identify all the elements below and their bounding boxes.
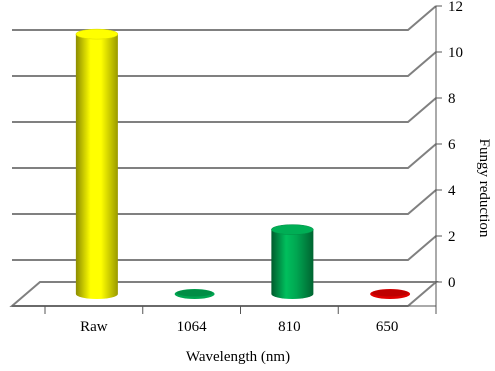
x-tick-label: 1064 bbox=[177, 319, 208, 335]
y-tick-label: 8 bbox=[448, 91, 456, 107]
bar-1064 bbox=[175, 289, 215, 299]
x-tick-labels: Raw 1064 810 650 bbox=[80, 319, 398, 335]
x-tick-label: 650 bbox=[376, 319, 399, 335]
bar-body bbox=[76, 34, 118, 299]
gridlines bbox=[12, 6, 436, 260]
bar-disc-top bbox=[372, 290, 408, 297]
gridline bbox=[12, 52, 436, 76]
bar-top bbox=[76, 29, 118, 39]
x-tick-label: Raw bbox=[80, 319, 108, 335]
y-tick-label: 4 bbox=[448, 183, 456, 199]
gridline bbox=[12, 144, 436, 168]
bars bbox=[76, 29, 410, 299]
gridline bbox=[12, 190, 436, 214]
gridline bbox=[12, 6, 436, 30]
gridline bbox=[12, 98, 436, 122]
bar-810 bbox=[271, 225, 313, 299]
bar-body bbox=[271, 230, 313, 299]
gridline bbox=[12, 236, 436, 260]
x-axis-title: Wavelength (nm) bbox=[186, 349, 290, 365]
y-axis-title: Fungy reduction bbox=[476, 139, 492, 238]
bar-Raw bbox=[76, 29, 118, 299]
y-tick-label: 6 bbox=[448, 137, 456, 153]
bar-650 bbox=[370, 289, 410, 299]
y-tick-labels: 0 2 4 6 8 10 12 bbox=[448, 0, 463, 291]
y-tick-label: 2 bbox=[448, 229, 456, 245]
x-tick-label: 810 bbox=[278, 319, 301, 335]
y-tick-label: 10 bbox=[448, 45, 463, 61]
bar-top bbox=[271, 225, 313, 235]
y-tick-label: 0 bbox=[448, 275, 456, 291]
bar-disc-top bbox=[177, 290, 213, 297]
y-tick-label: 12 bbox=[448, 0, 463, 15]
